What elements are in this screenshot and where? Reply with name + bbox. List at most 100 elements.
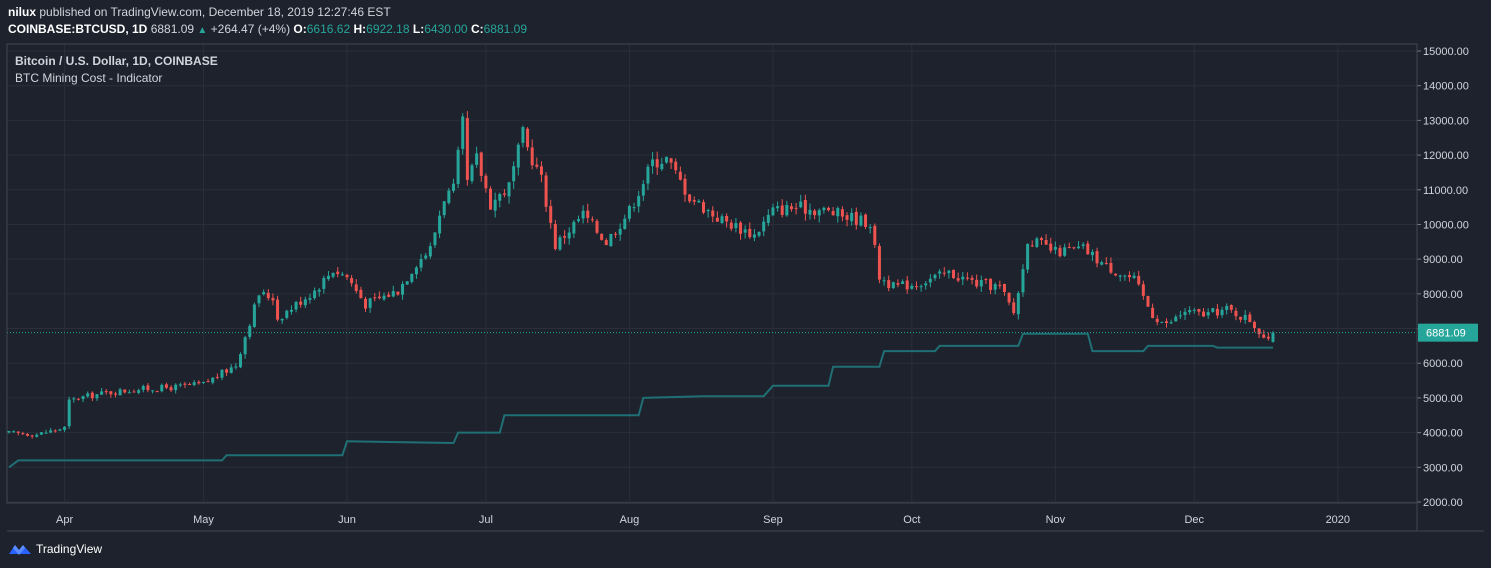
chart-legend-title[interactable]: Bitcoin / U.S. Dollar, 1D, COINBASE bbox=[15, 54, 218, 68]
candle-body[interactable] bbox=[799, 201, 803, 208]
candle-body[interactable] bbox=[58, 429, 62, 431]
candle-body[interactable] bbox=[456, 149, 460, 184]
candle-body[interactable] bbox=[581, 210, 585, 219]
candle-body[interactable] bbox=[1266, 336, 1270, 339]
candle-body[interactable] bbox=[590, 219, 594, 221]
candle-body[interactable] bbox=[271, 297, 275, 301]
candle-body[interactable] bbox=[526, 128, 530, 148]
candle-body[interactable] bbox=[1160, 322, 1164, 324]
candle-body[interactable] bbox=[313, 290, 317, 299]
candle-body[interactable] bbox=[836, 208, 840, 217]
candle-body[interactable] bbox=[933, 274, 937, 279]
candle-body[interactable] bbox=[63, 426, 67, 430]
candle-body[interactable] bbox=[789, 206, 793, 210]
candle-body[interactable] bbox=[808, 209, 812, 215]
candle-body[interactable] bbox=[952, 269, 956, 279]
candle-body[interactable] bbox=[1188, 310, 1192, 313]
candle-body[interactable] bbox=[118, 389, 122, 396]
candle-body[interactable] bbox=[1146, 295, 1150, 307]
candle-body[interactable] bbox=[766, 214, 770, 223]
candle-body[interactable] bbox=[447, 190, 451, 203]
candle-body[interactable] bbox=[739, 222, 743, 234]
candle-body[interactable] bbox=[1081, 244, 1085, 246]
candle-body[interactable] bbox=[1202, 311, 1206, 317]
candle-body[interactable] bbox=[1090, 251, 1094, 256]
candle-body[interactable] bbox=[887, 280, 891, 289]
candle-body[interactable] bbox=[576, 219, 580, 222]
candle-body[interactable] bbox=[345, 274, 349, 278]
candle-body[interactable] bbox=[516, 144, 520, 168]
candle-body[interactable] bbox=[183, 383, 187, 385]
candle-body[interactable] bbox=[1239, 316, 1243, 320]
candle-body[interactable] bbox=[817, 210, 821, 216]
candle-body[interactable] bbox=[970, 277, 974, 280]
candle-body[interactable] bbox=[1012, 302, 1016, 314]
candle-body[interactable] bbox=[877, 245, 881, 280]
candle-body[interactable] bbox=[688, 194, 692, 202]
candle-body[interactable] bbox=[86, 393, 90, 397]
candle-body[interactable] bbox=[998, 284, 1002, 286]
candle-body[interactable] bbox=[340, 274, 344, 276]
candle-body[interactable] bbox=[141, 386, 145, 390]
candle-body[interactable] bbox=[989, 278, 993, 291]
candle-body[interactable] bbox=[720, 216, 724, 224]
candle-body[interactable] bbox=[1165, 321, 1168, 324]
candle-body[interactable] bbox=[502, 193, 506, 195]
candle-body[interactable] bbox=[1178, 315, 1182, 317]
candle-body[interactable] bbox=[600, 233, 604, 240]
candle-body[interactable] bbox=[1220, 309, 1224, 316]
candle-body[interactable] bbox=[674, 161, 678, 171]
candle-body[interactable] bbox=[743, 229, 747, 233]
candle-body[interactable] bbox=[174, 384, 178, 391]
candle-body[interactable] bbox=[76, 398, 80, 400]
candle-body[interactable] bbox=[336, 271, 340, 275]
candle-body[interactable] bbox=[401, 283, 405, 295]
candle-body[interactable] bbox=[1257, 328, 1261, 335]
candle-body[interactable] bbox=[239, 354, 242, 368]
candle-body[interactable] bbox=[1104, 262, 1108, 264]
candle-body[interactable] bbox=[1234, 310, 1238, 317]
candle-body[interactable] bbox=[461, 116, 465, 149]
candle-body[interactable] bbox=[493, 199, 497, 211]
candle-body[interactable] bbox=[451, 183, 455, 191]
candle-body[interactable] bbox=[419, 258, 423, 268]
candle-body[interactable] bbox=[840, 209, 844, 217]
candle-body[interactable] bbox=[252, 304, 256, 327]
candle-body[interactable] bbox=[715, 217, 719, 222]
candle-body[interactable] bbox=[479, 152, 483, 176]
candle-body[interactable] bbox=[280, 318, 284, 321]
candle-body[interactable] bbox=[373, 297, 377, 299]
candle-body[interactable] bbox=[322, 277, 326, 289]
candle-body[interactable] bbox=[354, 284, 358, 291]
candle-body[interactable] bbox=[641, 184, 645, 196]
candle-body[interactable] bbox=[489, 188, 493, 210]
candle-body[interactable] bbox=[21, 433, 25, 435]
candle-body[interactable] bbox=[692, 200, 696, 202]
candle-body[interactable] bbox=[382, 295, 386, 300]
candle-body[interactable] bbox=[822, 207, 826, 211]
candle-body[interactable] bbox=[530, 147, 534, 166]
candle-body[interactable] bbox=[595, 220, 599, 233]
candle-body[interactable] bbox=[567, 232, 571, 239]
candle-body[interactable] bbox=[364, 298, 368, 309]
candle-body[interactable] bbox=[868, 227, 872, 229]
candle-body[interactable] bbox=[563, 236, 567, 238]
candle-body[interactable] bbox=[308, 298, 312, 300]
candle-body[interactable] bbox=[1086, 243, 1090, 255]
candle-body[interactable] bbox=[845, 215, 849, 220]
candle-body[interactable] bbox=[965, 277, 969, 279]
candle-body[interactable] bbox=[326, 275, 330, 280]
candle-body[interactable] bbox=[1206, 312, 1210, 316]
candle-body[interactable] bbox=[368, 298, 372, 308]
candle-body[interactable] bbox=[859, 215, 863, 226]
candle-body[interactable] bbox=[220, 369, 224, 378]
candle-body[interactable] bbox=[484, 175, 488, 189]
candle-body[interactable] bbox=[470, 165, 474, 182]
candle-body[interactable] bbox=[553, 223, 557, 249]
candle-body[interactable] bbox=[549, 206, 553, 223]
candle-body[interactable] bbox=[896, 283, 900, 285]
candle-body[interactable] bbox=[289, 309, 293, 312]
candle-body[interactable] bbox=[604, 240, 608, 245]
candle-body[interactable] bbox=[90, 392, 94, 399]
